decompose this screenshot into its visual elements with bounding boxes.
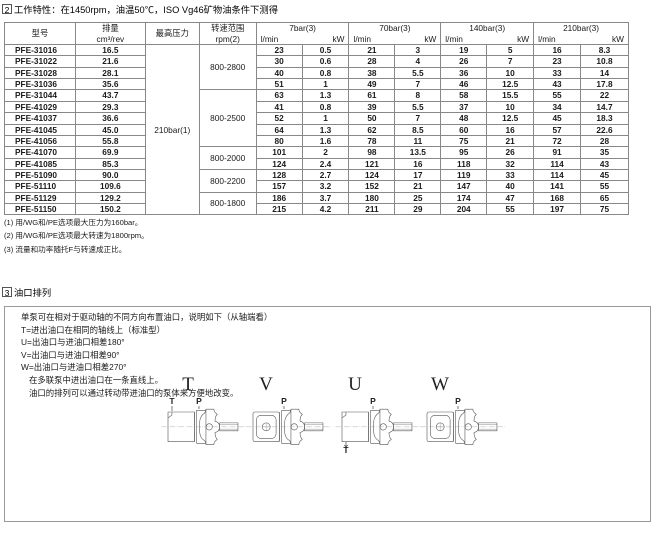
svg-text:V: V [259, 377, 273, 395]
svg-text:P: P [455, 396, 461, 406]
svg-text:P: P [196, 396, 202, 406]
svg-text:W: W [431, 377, 449, 395]
svg-text:T: T [182, 377, 194, 395]
svg-text:P: P [370, 396, 376, 406]
svg-text:P: P [281, 396, 287, 406]
svg-text:U: U [348, 377, 362, 395]
svg-text:T: T [169, 396, 175, 406]
